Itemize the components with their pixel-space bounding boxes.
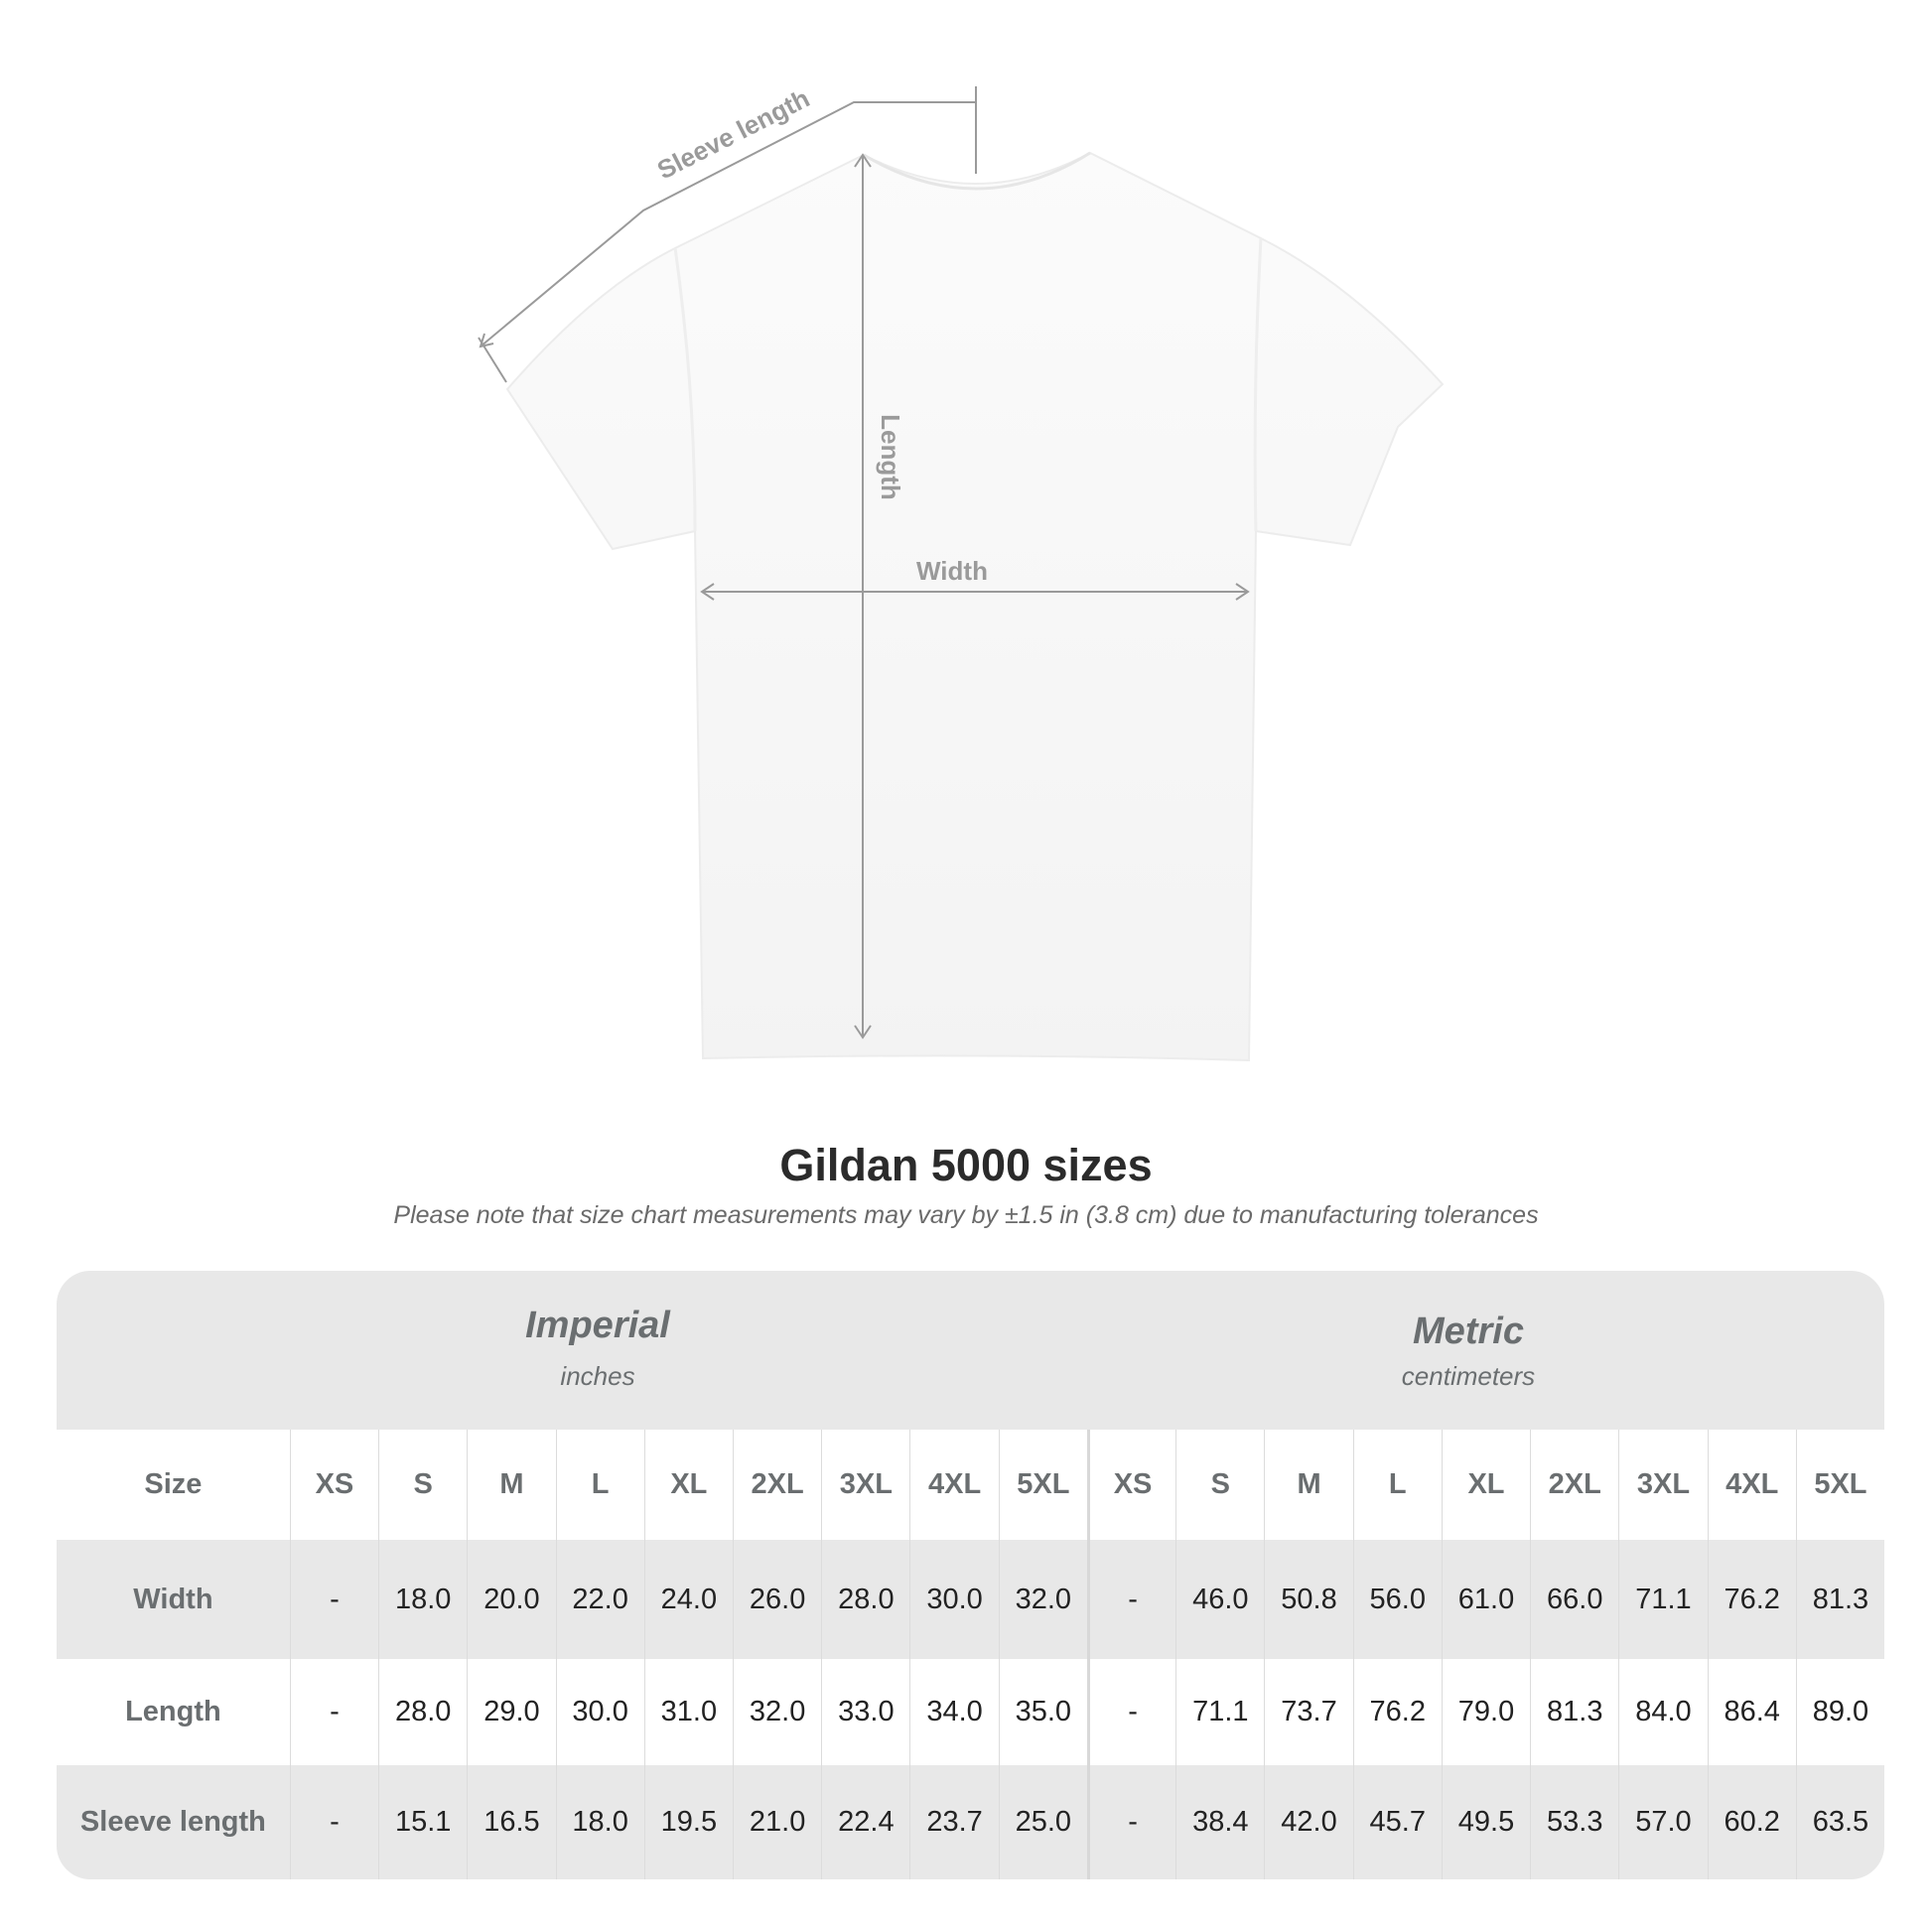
imperial-value-cell: 19.5 [643,1765,733,1879]
metric-value-cell: 86.4 [1707,1659,1796,1765]
imperial-size-xs: XS [289,1430,378,1540]
metric-header: Metric centimeters [1324,1311,1612,1392]
metric-label: Metric [1413,1311,1524,1352]
metric-value-cell: 84.0 [1618,1659,1707,1765]
metric-size-3xl: 3XL [1618,1430,1707,1540]
imperial-size-2xl: 2XL [733,1430,821,1540]
metric-size-xs: XS [1086,1430,1175,1540]
size-table: Imperial inches Metric centimeters Size X… [57,1271,1884,1879]
imperial-value-cell: 28.0 [821,1540,909,1659]
metric-value-cell: 45.7 [1352,1765,1442,1879]
metric-value-cell: 76.2 [1707,1540,1796,1659]
imperial-value-cell: 35.0 [998,1659,1087,1765]
metric-size-2xl: 2XL [1530,1430,1618,1540]
metric-value-cell: 71.1 [1618,1540,1707,1659]
table-row-sleeve-length: Sleeve length -15.1 16.5 18.0 19.5 21.0 22.4 23… [57,1765,1884,1879]
metric-value-cell: 46.0 [1175,1540,1264,1659]
metric-value-cell: 61.0 [1441,1540,1530,1659]
metric-value-cell: - [1086,1765,1175,1879]
imperial-value-cell: - [289,1765,378,1879]
imperial-value-cell: 18.0 [378,1540,467,1659]
imperial-value-cell: 29.0 [467,1659,555,1765]
row-label: Sleeve length [79,1806,266,1838]
metric-value-cell: 50.8 [1264,1540,1352,1659]
imperial-value-cell: 22.4 [821,1765,909,1879]
imperial-size-5xl: 5XL [998,1430,1087,1540]
metric-value-cell: 73.7 [1264,1659,1352,1765]
row-label: Length [125,1696,221,1727]
sleeve-line [480,101,976,347]
imperial-value-cell: - [289,1659,378,1765]
metric-value-cell: - [1086,1659,1175,1765]
tolerance-note: Please note that size chart measurements… [393,1201,1539,1229]
imperial-header: Imperial inches [454,1305,742,1392]
metric-value-cell: 38.4 [1175,1765,1264,1879]
imperial-size-m: M [467,1430,555,1540]
metric-value-cell: 56.0 [1352,1540,1442,1659]
size-label: Size [144,1468,203,1500]
imperial-value-cell: 30.0 [555,1659,644,1765]
metric-value-cell: 60.2 [1707,1765,1796,1879]
imperial-size-3xl: 3XL [821,1430,909,1540]
imperial-value-cell: 32.0 [733,1659,821,1765]
imperial-value-cell: 18.0 [555,1765,644,1879]
metric-size-l: L [1352,1430,1442,1540]
metric-value-cell: 66.0 [1530,1540,1618,1659]
imperial-value-cell: 26.0 [733,1540,821,1659]
imperial-value-cell: 28.0 [378,1659,467,1765]
imperial-size-4xl: 4XL [909,1430,998,1540]
width-label: Width [916,556,988,586]
imperial-size-s: S [378,1430,467,1540]
imperial-value-cell: 31.0 [643,1659,733,1765]
metric-value-cell: 49.5 [1441,1765,1530,1879]
metric-value-cell: 81.3 [1795,1540,1884,1659]
metric-size-5xl: 5XL [1795,1430,1884,1540]
metric-value-cell: 42.0 [1264,1765,1352,1879]
imperial-size-l: L [555,1430,644,1540]
size-header-row: Size XS S M L XL 2XL 3XL 4XL 5XL XS S M L XL 2XL 3XL 4XL 5… [57,1430,1884,1540]
imperial-value-cell: 34.0 [909,1659,998,1765]
imperial-value-cell: 16.5 [467,1765,555,1879]
metric-size-4xl: 4XL [1707,1430,1796,1540]
metric-value-cell: 53.3 [1530,1765,1618,1879]
imperial-size-xl: XL [643,1430,733,1540]
metric-size-m: M [1264,1430,1352,1540]
imperial-value-cell: 15.1 [378,1765,467,1879]
metric-unit: centimeters [1401,1361,1536,1391]
imperial-value-cell: 24.0 [643,1540,733,1659]
imperial-unit: inches [560,1361,635,1391]
imperial-value-cell: 32.0 [998,1540,1087,1659]
metric-value-cell: 57.0 [1618,1765,1707,1879]
imperial-value-cell: - [289,1540,378,1659]
imperial-value-cell: 20.0 [467,1540,555,1659]
tshirt-shape [505,151,1445,1062]
imperial-value-cell: 21.0 [733,1765,821,1879]
metric-size-xl: XL [1441,1430,1530,1540]
imperial-value-cell: 22.0 [555,1540,644,1659]
metric-value-cell: 89.0 [1795,1659,1884,1765]
tshirt-diagram [478,86,1445,1062]
imperial-label: Imperial [525,1305,670,1346]
metric-value-cell: 76.2 [1352,1659,1442,1765]
imperial-value-cell: 30.0 [909,1540,998,1659]
metric-value-cell: 81.3 [1530,1659,1618,1765]
metric-value-cell: 71.1 [1175,1659,1264,1765]
table-row-width: Width -18.0 20.0 22.0 24.0 26.0 28.0 30.0 32.0-4… [57,1540,1884,1659]
metric-size-s: S [1175,1430,1264,1540]
imperial-value-cell: 33.0 [821,1659,909,1765]
imperial-value-cell: 23.7 [909,1765,998,1879]
imperial-value-cell: 25.0 [998,1765,1087,1879]
metric-value-cell: 79.0 [1441,1659,1530,1765]
page-title: Gildan 5000 sizes [779,1140,1153,1190]
length-label: Length [875,414,905,500]
row-label: Width [133,1583,213,1615]
metric-value-cell: 63.5 [1795,1765,1884,1879]
metric-value-cell: - [1086,1540,1175,1659]
table-row-length: Length -28.0 29.0 30.0 31.0 32.0 33.0 34.0 35.0-… [57,1659,1884,1765]
